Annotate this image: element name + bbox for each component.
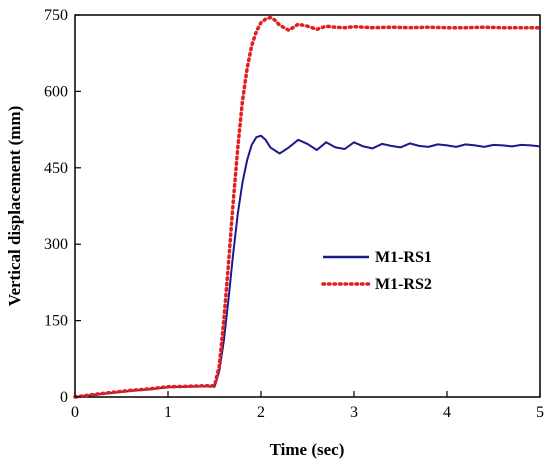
series-line-m1-rs2 <box>73 15 542 399</box>
x-axis: 0 1 2 3 4 5 <box>71 391 544 421</box>
y-tick-label: 750 <box>44 7 68 24</box>
x-tick-label: 5 <box>536 404 544 421</box>
plot-frame <box>74 14 541 398</box>
y-tick-label: 450 <box>44 160 68 177</box>
x-tick-label: 2 <box>257 404 265 421</box>
y-axis: 0 150 300 450 600 750 <box>44 7 81 406</box>
x-tick-label: 1 <box>164 404 172 421</box>
y-tick-label: 600 <box>44 83 68 100</box>
y-axis-title: Vertical displacement (mm) <box>5 106 24 307</box>
series-layer <box>73 15 542 399</box>
series-line-m1-rs1 <box>74 134 541 398</box>
x-tick-label: 3 <box>350 404 358 421</box>
x-tick-label: 0 <box>71 404 79 421</box>
legend-label-m1-rs2: M1-RS2 <box>375 276 432 293</box>
legend-label-m1-rs1: M1-RS1 <box>375 249 432 266</box>
y-tick-label: 300 <box>44 236 68 253</box>
y-tick-label: 0 <box>60 389 68 406</box>
y-tick-label: 150 <box>44 313 68 330</box>
x-tick-label: 4 <box>443 404 451 421</box>
legend: M1-RS1 M1-RS2 <box>321 249 432 293</box>
x-axis-title: Time (sec) <box>270 440 345 459</box>
